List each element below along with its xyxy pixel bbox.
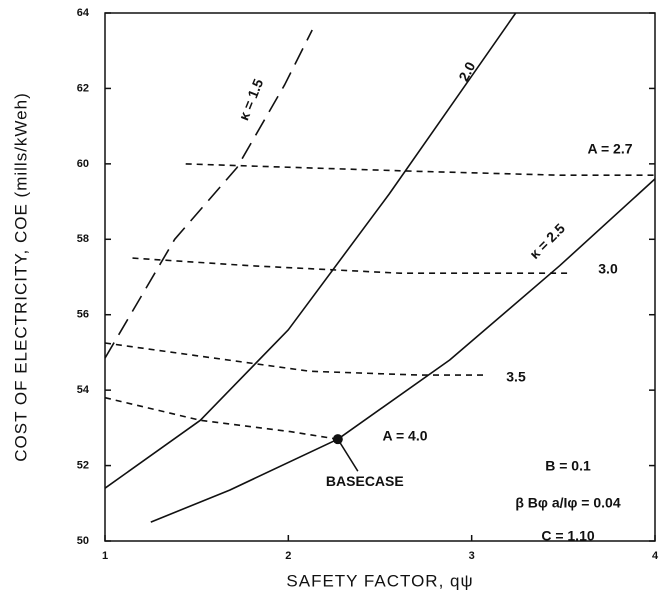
curve-label: κ = 2.5 <box>526 220 568 262</box>
x-tick-label: 2 <box>285 550 291 562</box>
y-tick-label: 54 <box>77 384 90 396</box>
x-tick-label: 4 <box>652 550 659 562</box>
x-axis-title: SAFETY FACTOR, qψ <box>286 571 473 590</box>
y-tick-label: 60 <box>77 158 89 170</box>
x-tick-label: 1 <box>102 550 108 562</box>
curve <box>150 178 656 523</box>
curve <box>132 257 571 274</box>
plot-frame <box>104 12 656 542</box>
curve <box>185 163 655 176</box>
curve-label: 2.0 <box>455 59 478 84</box>
y-tick-label: 56 <box>77 309 89 321</box>
y-tick-label: 64 <box>77 7 90 19</box>
y-axis-title: COST OF ELECTRICITY, COE (mills/kWeh) <box>11 92 30 462</box>
curve-label: A = 2.7 <box>587 141 632 157</box>
annotation: B = 0.1 <box>545 458 591 474</box>
x-tick-label: 3 <box>469 550 475 562</box>
basecase-pointer <box>337 438 359 472</box>
y-tick-label: 62 <box>77 82 89 94</box>
basecase-label: BASECASE <box>326 473 404 489</box>
curve-label: 3.5 <box>506 369 526 385</box>
curve <box>104 342 485 376</box>
annotation: β Bφ a/Iφ = 0.04 <box>515 495 620 511</box>
curve-label: A = 4.0 <box>382 428 427 444</box>
y-tick-label: 52 <box>77 459 89 471</box>
curve <box>104 29 313 359</box>
curve <box>104 396 338 440</box>
curve-label: 3.0 <box>598 261 618 277</box>
curve <box>104 12 517 489</box>
y-tick-label: 58 <box>77 233 89 245</box>
curve-label: κ = 1.5 <box>235 76 266 122</box>
y-tick-label: 50 <box>77 535 89 547</box>
annotation: C = 1.10 <box>541 528 595 544</box>
